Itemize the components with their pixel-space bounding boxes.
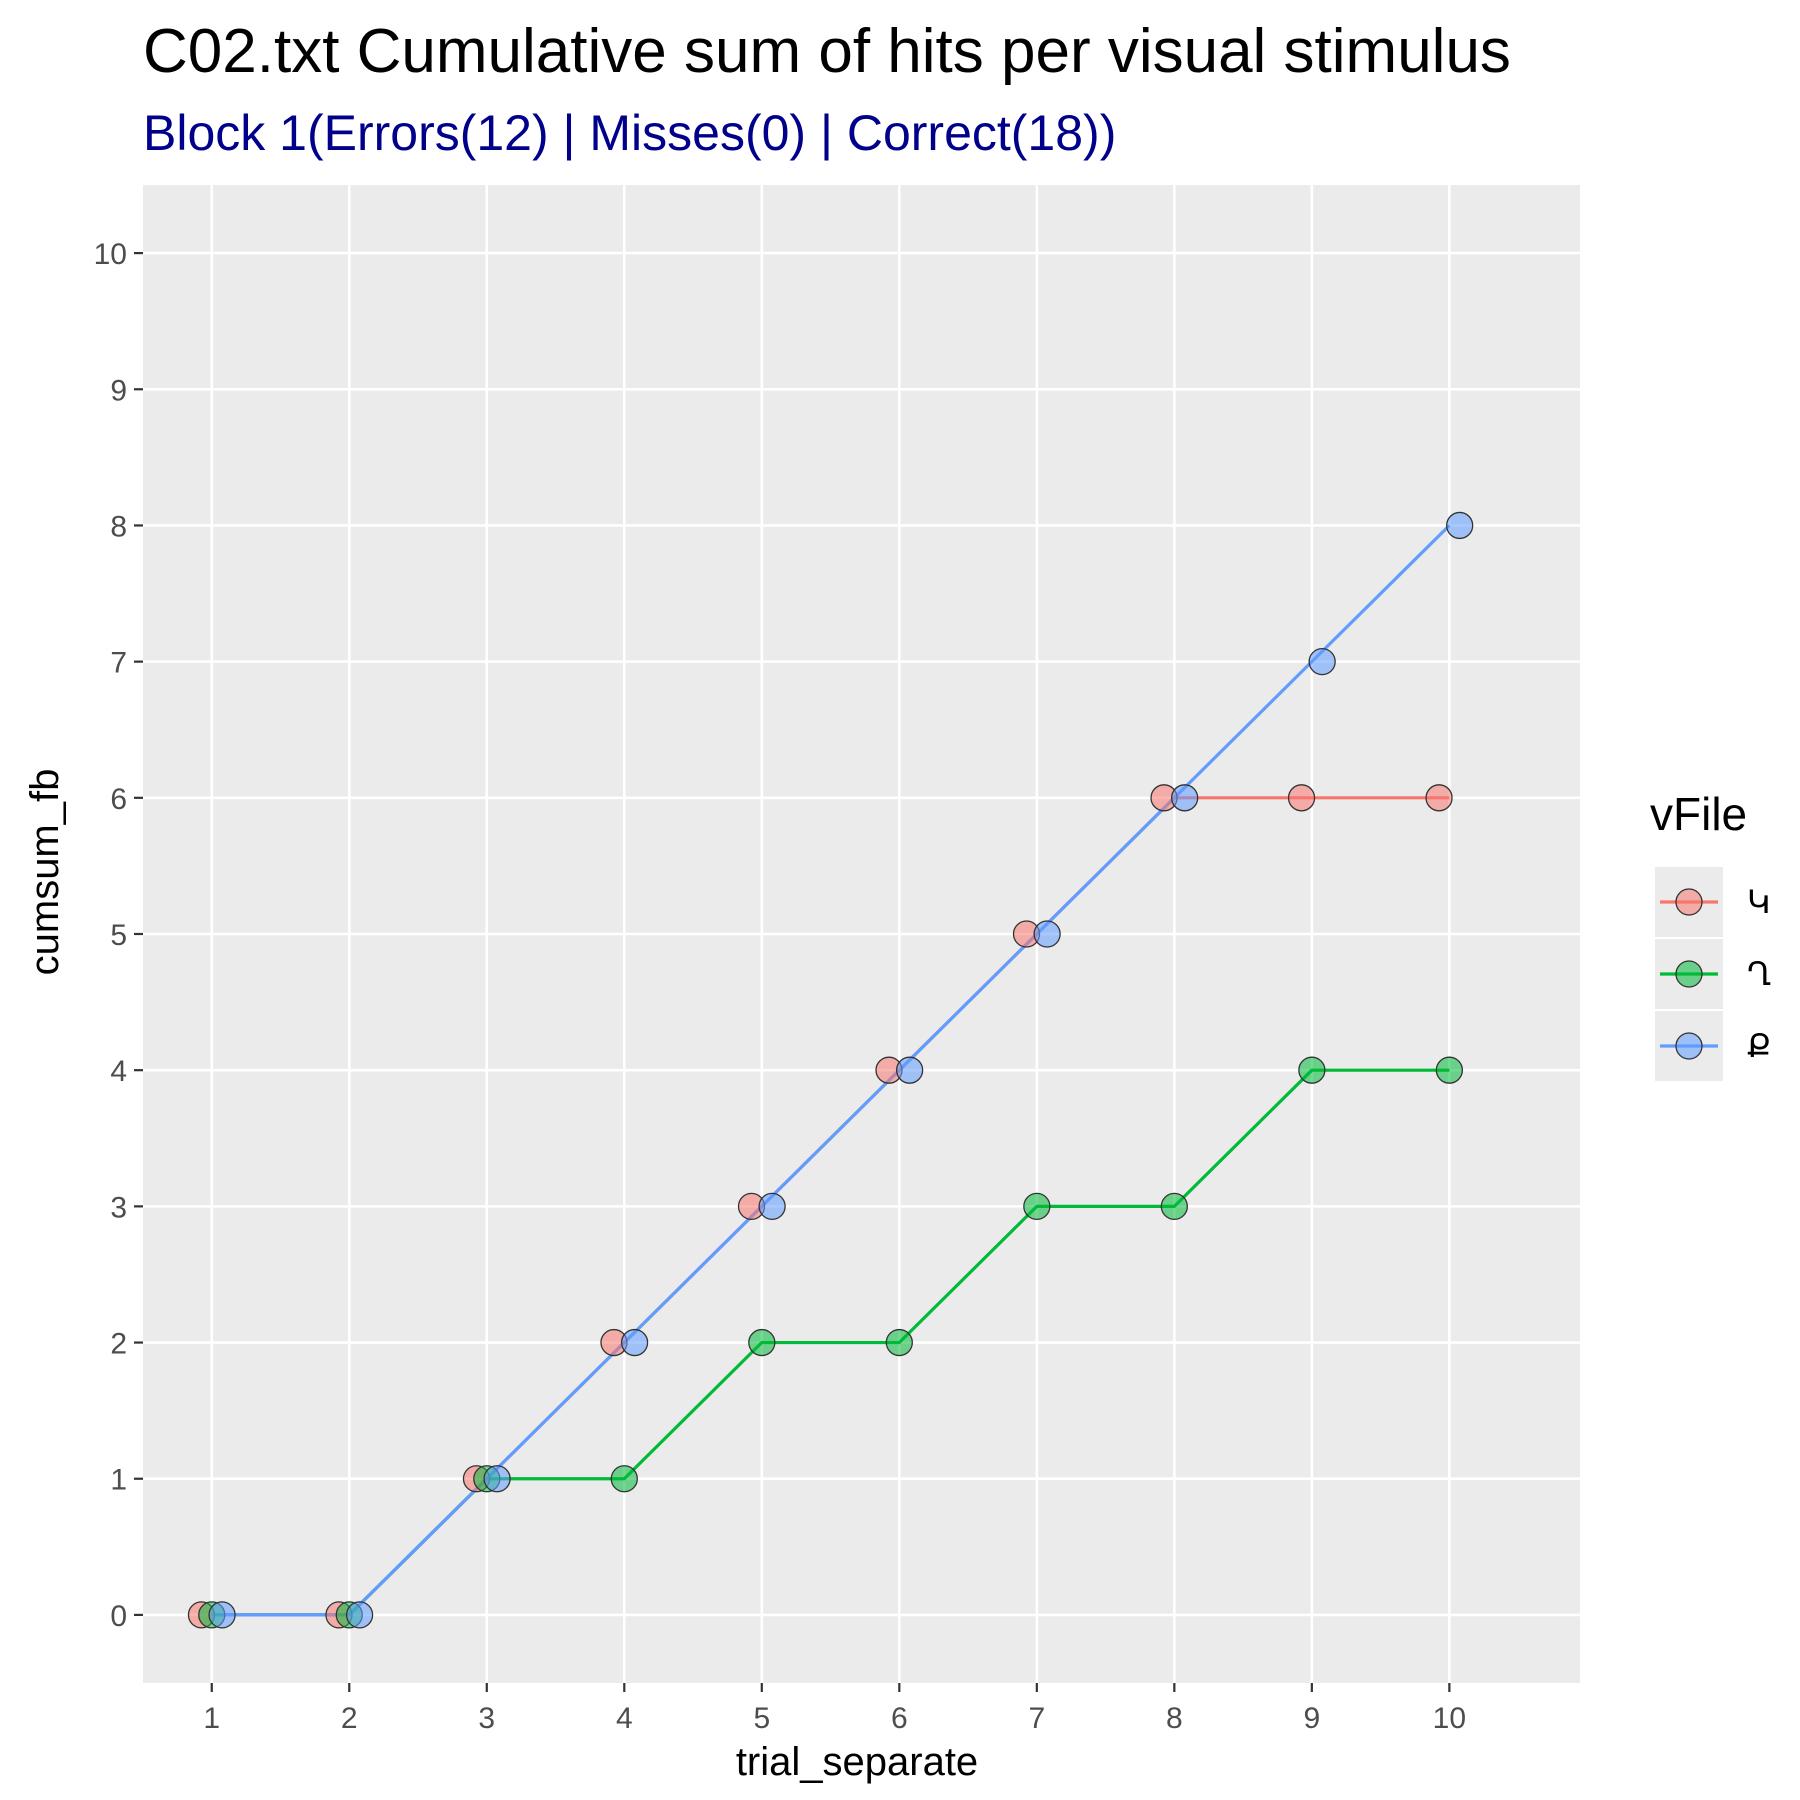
series-1-point-9 <box>1287 784 1316 812</box>
series-3-point-5 <box>758 1192 786 1221</box>
legend: vFile ԿՂՔ <box>1650 788 1771 1081</box>
x-axis-title: trial_separate <box>736 1740 978 1784</box>
legend-items: ԿՂՔ <box>1655 867 1771 1081</box>
series-3-point-9 <box>1308 647 1336 676</box>
series-2-point-6 <box>885 1328 913 1357</box>
legend-title: vFile <box>1650 788 1747 840</box>
chart-title: C02.txt Cumulative sum of hits per visua… <box>143 17 1511 86</box>
y-tick-label-0: 0 <box>110 1600 127 1633</box>
y-tick-label-3: 3 <box>110 1191 127 1224</box>
legend-label-1: Կ <box>1747 883 1770 921</box>
grid-layer <box>143 185 1580 1683</box>
x-tick-label-3: 3 <box>478 1702 495 1735</box>
y-tick-label-5: 5 <box>110 919 127 952</box>
x-tick-label-6: 6 <box>891 1702 908 1735</box>
y-axis-title: cumsum_fb <box>23 769 67 976</box>
series-3-point-8 <box>1171 784 1199 812</box>
x-tick-label-2: 2 <box>341 1702 358 1735</box>
legend-label-3: Ք <box>1747 1027 1771 1065</box>
x-tick-label-9: 9 <box>1304 1702 1321 1735</box>
axis-layer: 0 1 2 3 4 5 6 7 8 9 10 1 2 3 4 5 6 7 8 9 10 <box>94 238 1466 1735</box>
series-2-point-4 <box>610 1465 638 1493</box>
x-tick-label-10: 10 <box>1433 1702 1466 1735</box>
x-tick-label-4: 4 <box>616 1702 633 1735</box>
y-tick-label-7: 7 <box>110 647 127 680</box>
series-3-point-3 <box>483 1465 511 1493</box>
series-2-point-9 <box>1298 1056 1326 1084</box>
y-tick-label-10: 10 <box>94 238 127 271</box>
series-2-point-8 <box>1160 1192 1188 1221</box>
y-tick-label-6: 6 <box>110 783 127 816</box>
chart-subtitle: Block 1(Errors(12) | Misses(0) | Correct… <box>143 105 1116 161</box>
series-3-point-7 <box>1033 920 1061 948</box>
series-2-point-10 <box>1435 1056 1464 1084</box>
series-2-point-5 <box>748 1328 776 1357</box>
y-tick-label-4: 4 <box>110 1055 127 1088</box>
series-2-point-7 <box>1023 1192 1051 1221</box>
x-tick-label-7: 7 <box>1028 1702 1045 1735</box>
x-tick-label-1: 1 <box>203 1702 220 1735</box>
series-line-3 <box>211 524 1451 1617</box>
y-tick-label-9: 9 <box>110 374 127 407</box>
series-3-point-2 <box>345 1601 374 1629</box>
y-tick-label-2: 2 <box>110 1328 127 1361</box>
y-tick-label-8: 8 <box>110 510 127 543</box>
series-layer <box>187 511 1474 1629</box>
x-tick-label-5: 5 <box>753 1702 770 1735</box>
series-1-point-10 <box>1425 784 1453 812</box>
y-tick-label-1: 1 <box>110 1464 127 1497</box>
legend-key-point-1 <box>1675 888 1703 916</box>
legend-label-2: Ղ <box>1747 955 1771 993</box>
x-tick-label-8: 8 <box>1166 1702 1183 1735</box>
series-3-point-4 <box>620 1328 649 1357</box>
series-3-point-6 <box>895 1056 924 1084</box>
series-3-point-10 <box>1446 511 1474 540</box>
legend-key-point-2 <box>1675 960 1703 988</box>
series-3-point-1 <box>208 1601 236 1629</box>
legend-key-point-3 <box>1675 1032 1703 1060</box>
